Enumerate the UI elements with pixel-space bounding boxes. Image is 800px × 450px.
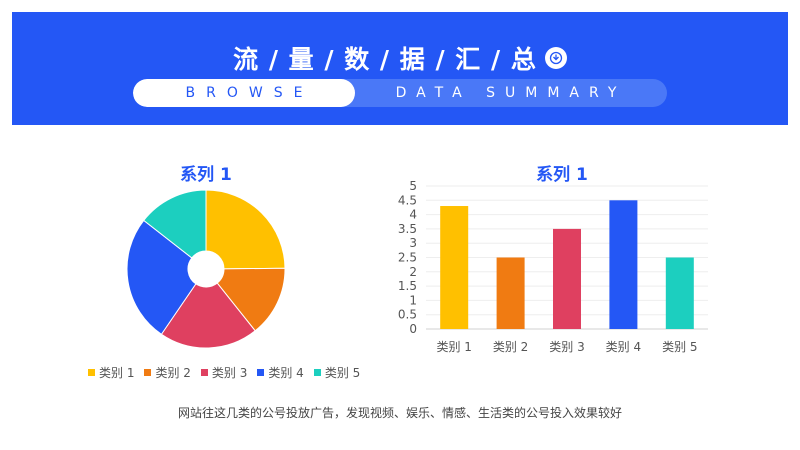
- pie-slice-4: [126, 219, 197, 335]
- header-banner: 流 / 量 / 数 / 据 / 汇 / 总 BROWSE DATA SUMMAR…: [12, 12, 788, 125]
- bar-5: [665, 257, 694, 329]
- legend-swatch-1: [88, 369, 95, 376]
- bar-chart-title: 系列 1: [536, 165, 588, 185]
- y-tick-label-0: 0: [409, 322, 417, 336]
- page-title: 流 / 量 / 数 / 据 / 汇 / 总: [12, 40, 788, 76]
- legend-label-5: 类别 5: [324, 366, 361, 380]
- legend-item-3: 类别 3: [200, 364, 248, 381]
- pie-slice-2: [216, 267, 286, 332]
- pie-slice-3: [160, 282, 256, 349]
- caption-text: 网站往这几类的公号投放广告，发现视频、娱乐、情感、生活类的公号投入效果较好: [177, 406, 622, 420]
- x-tick-label-2: 类别 2: [493, 340, 528, 354]
- pie-legend: 类别 1 类别 2 类别 3 类别 4 类别 5: [88, 364, 360, 381]
- legend-item-4: 类别 4: [257, 364, 304, 381]
- tab-switcher: BROWSE DATA SUMMARY: [133, 79, 667, 107]
- y-tick-label-10: 5: [409, 179, 417, 193]
- legend-item-1: 类别 1: [88, 364, 134, 381]
- bar-chart: 00.511.522.533.544.55 类别 1 类别 2 类别 3 类别 4 类别 …: [398, 179, 708, 354]
- pie-slice-1: [205, 189, 286, 270]
- legend-label-4: 类别 4: [268, 366, 304, 380]
- bar-4: [609, 200, 638, 329]
- y-tick-label-1: 0.5: [398, 308, 417, 322]
- bar-1: [440, 206, 469, 329]
- page-title-text: 流 / 量 / 数 / 据 / 汇 / 总: [233, 45, 537, 74]
- y-tick-label-8: 4: [409, 208, 417, 222]
- y-tick-label-9: 4.5: [398, 193, 417, 207]
- legend-label-1: 类别 1: [99, 366, 135, 380]
- pie-chart: [126, 189, 286, 349]
- chevron-down-circle-icon[interactable]: [544, 47, 567, 69]
- y-tick-label-5: 2.5: [398, 251, 417, 265]
- x-tick-label-4: 类别 4: [606, 340, 641, 354]
- y-tick-label-4: 2: [409, 265, 417, 279]
- y-tick-label-6: 3: [409, 236, 417, 250]
- legend-item-2: 类别 2: [144, 364, 191, 381]
- y-tick-label-2: 1: [409, 293, 417, 307]
- x-tick-label-3: 类别 3: [549, 340, 584, 354]
- tab-browse[interactable]: BROWSE: [133, 79, 355, 107]
- y-tick-label-3: 1.5: [398, 279, 417, 293]
- legend-item-5: 类别 5: [313, 364, 361, 381]
- legend-swatch-4: [257, 369, 265, 376]
- y-tick-label-7: 3.5: [398, 222, 417, 236]
- legend-label-3: 类别 3: [211, 366, 248, 380]
- legend-label-2: 类别 2: [155, 366, 191, 380]
- bar-2: [496, 257, 525, 329]
- pie-slice-5: [143, 189, 207, 259]
- x-tick-label-5: 类别 5: [662, 340, 697, 354]
- tab-data-summary[interactable]: DATA SUMMARY: [395, 85, 627, 101]
- legend-swatch-5: [313, 369, 321, 376]
- legend-swatch-2: [144, 369, 152, 376]
- x-tick-label-1: 类别 1: [436, 340, 471, 354]
- bar-3: [553, 228, 581, 329]
- legend-swatch-3: [200, 369, 208, 376]
- pie-chart-title: 系列 1: [180, 165, 232, 185]
